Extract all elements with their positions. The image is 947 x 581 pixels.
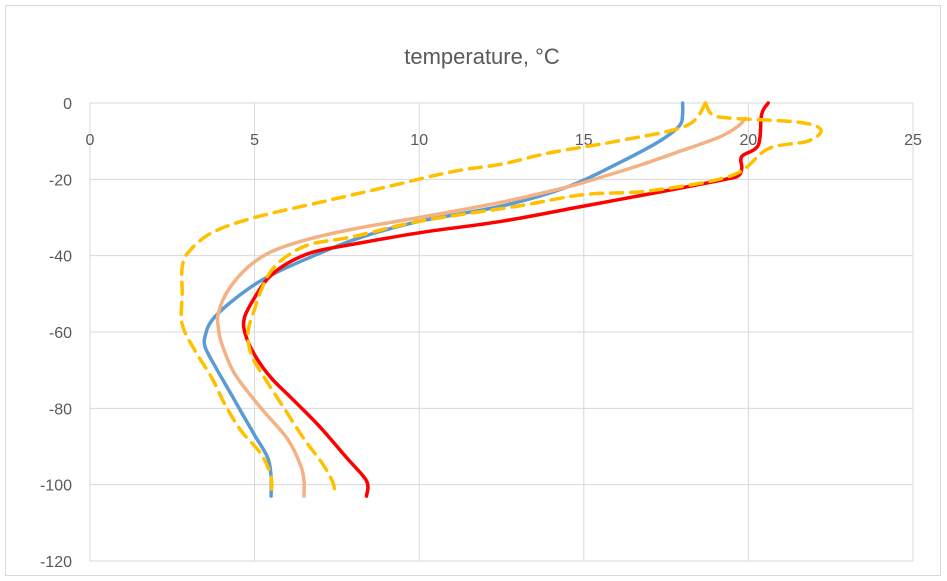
grid-layer xyxy=(89,102,914,562)
series-line-4 xyxy=(246,101,823,498)
chart-frame xyxy=(5,5,941,576)
y-tick-label: -80 xyxy=(49,401,72,418)
y-tick-label: -40 xyxy=(49,249,72,266)
series-line-3 xyxy=(241,101,770,498)
x-tick-label: 20 xyxy=(740,132,758,149)
y-tick-label: -120 xyxy=(40,554,72,571)
x-tick-label: 0 xyxy=(86,132,95,149)
series-layer xyxy=(179,101,823,498)
y-tick-label: 0 xyxy=(63,96,72,113)
chart-title: temperature, °C xyxy=(404,44,560,69)
tick-layer: 0 5 10 15 20 250-20-40-60-80-100-120 xyxy=(40,96,922,571)
x-tick-label: 5 xyxy=(250,132,259,149)
y-tick-label: -100 xyxy=(40,478,72,495)
series-line-1 xyxy=(202,101,685,498)
x-tick-label: 25 xyxy=(904,132,922,149)
y-tick-label: -60 xyxy=(49,325,72,342)
y-tick-label: -20 xyxy=(49,172,72,189)
series-line-2 xyxy=(215,116,747,498)
series-line-5 xyxy=(179,101,708,498)
x-tick-label: 10 xyxy=(410,132,428,149)
